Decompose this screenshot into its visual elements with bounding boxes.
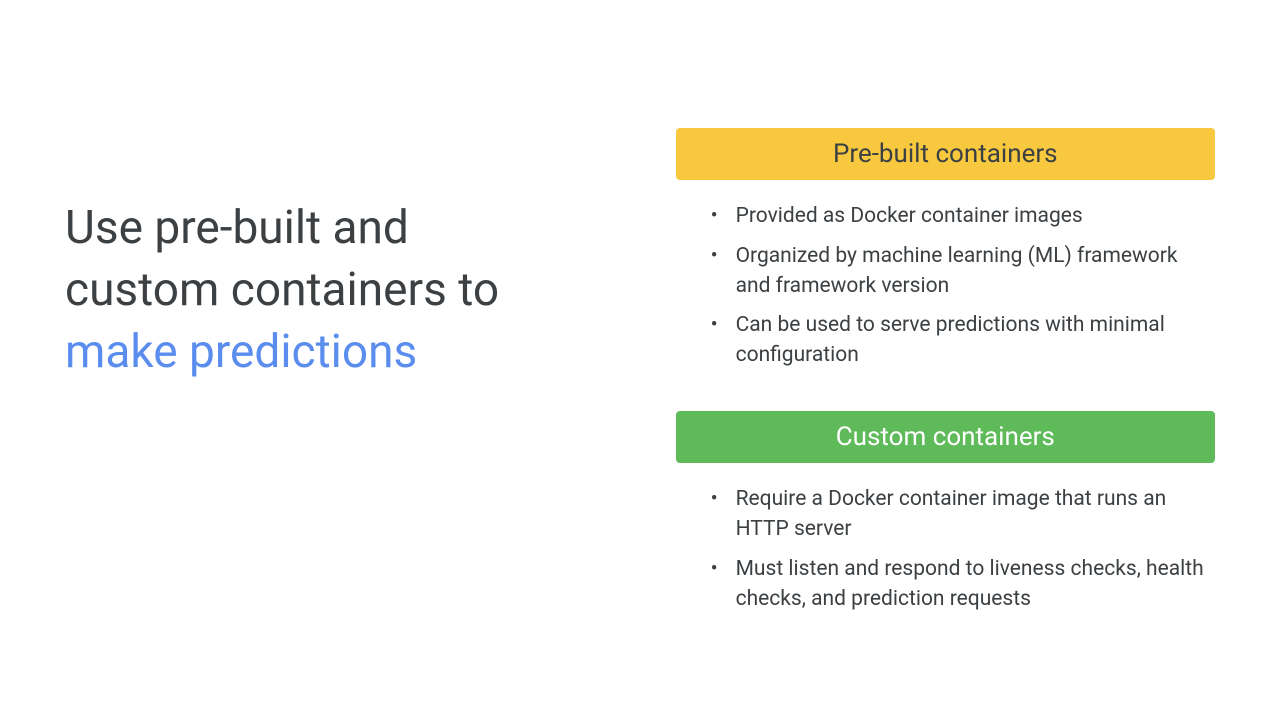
main-title: Use pre-built and custom containers to m… <box>65 197 626 383</box>
title-line-2: custom containers to <box>65 263 499 317</box>
list-item: Can be used to serve predictions with mi… <box>706 311 1205 371</box>
prebuilt-header: Pre-built containers <box>676 128 1215 180</box>
list-item: Must listen and respond to liveness chec… <box>706 555 1205 615</box>
title-highlight: make predictions <box>65 325 417 379</box>
title-line-1: Use pre-built and <box>65 201 409 255</box>
prebuilt-bullets: Provided as Docker container images Orga… <box>676 180 1215 411</box>
list-item: Require a Docker container image that ru… <box>706 485 1205 545</box>
list-item: Organized by machine learning (ML) frame… <box>706 242 1205 302</box>
custom-header: Custom containers <box>676 411 1215 463</box>
left-panel: Use pre-built and custom containers to m… <box>0 0 666 720</box>
custom-bullets: Require a Docker container image that ru… <box>676 463 1215 646</box>
right-panel: Pre-built containers Provided as Docker … <box>666 0 1280 720</box>
list-item: Provided as Docker container images <box>706 202 1205 232</box>
